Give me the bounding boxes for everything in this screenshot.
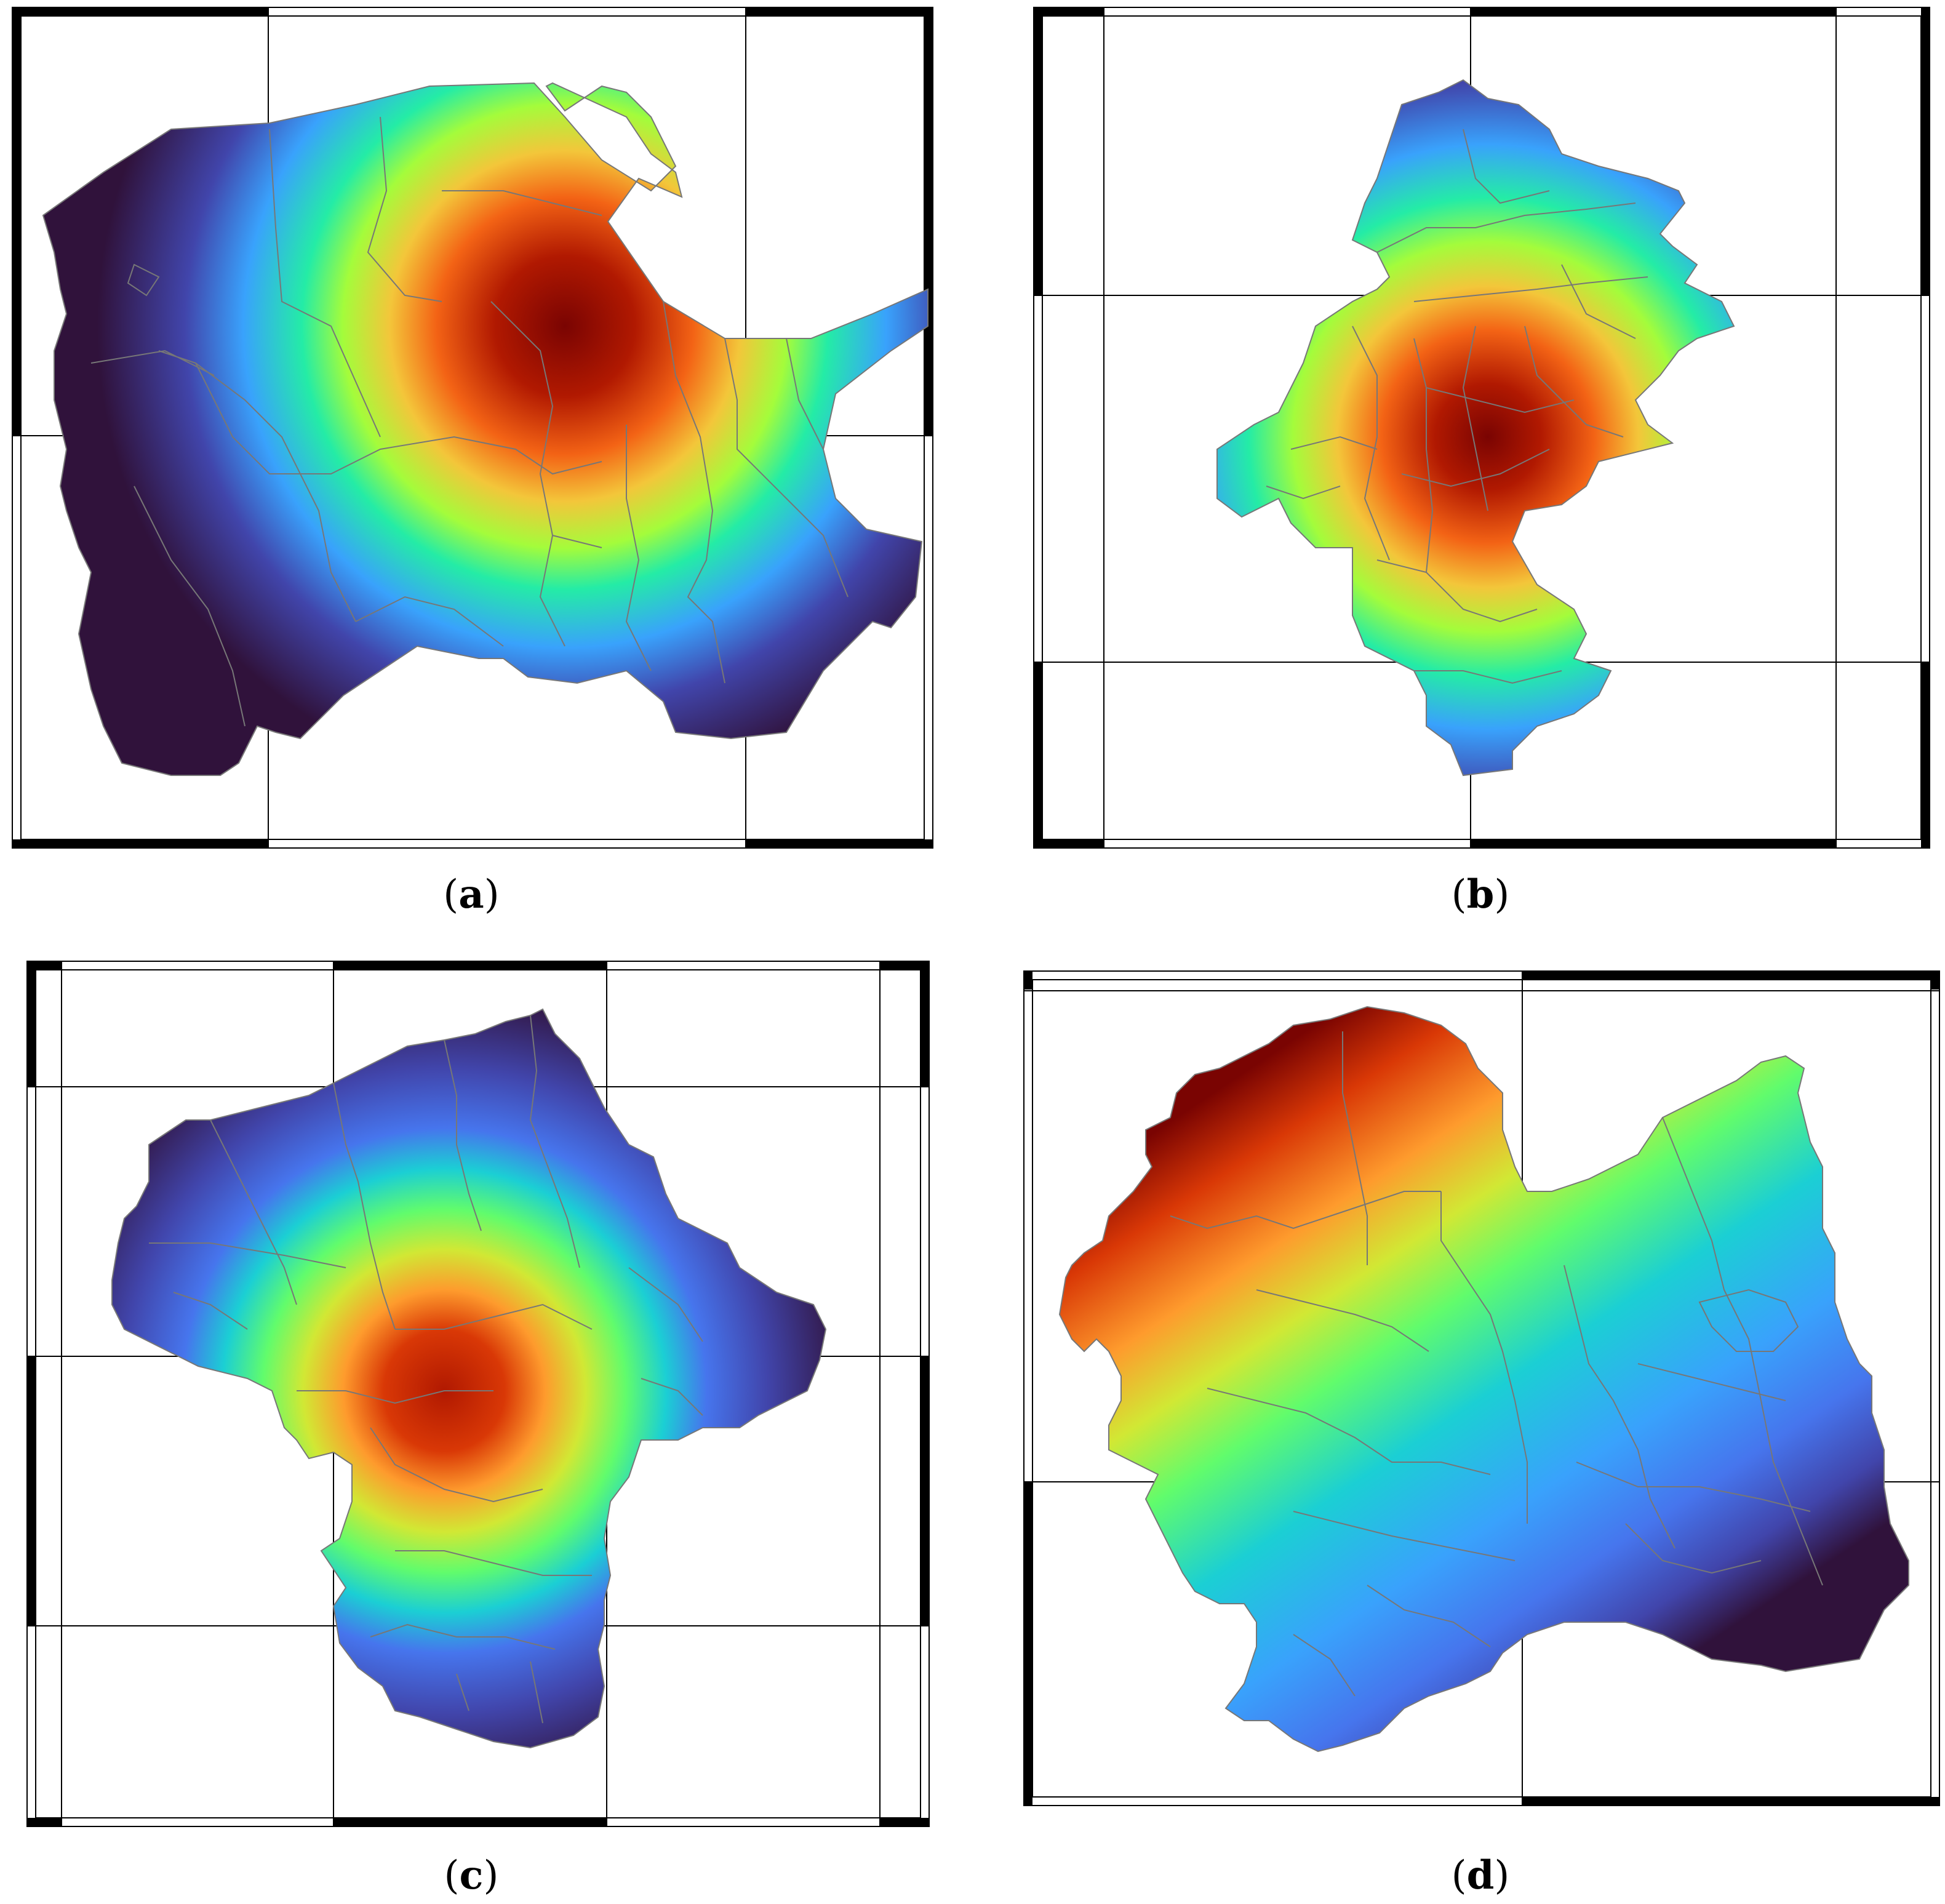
caption-c-open: ( [444,1853,460,1898]
map-panel-d [1023,970,1941,1807]
caption-d: (d) [1419,1852,1542,1898]
map-frame-bars-b [1034,7,1930,848]
map-b-svg [1033,7,1930,849]
caption-a-close: ) [484,872,500,918]
region-boundaries-b [1266,129,1648,684]
caption-b-letter: b [1466,871,1495,918]
region-shape-d [1058,1006,1909,1753]
region-boundaries-a [90,116,849,727]
region-shape-a [42,82,929,776]
caption-b-close: ) [1494,872,1510,918]
caption-c: (c) [410,1852,533,1898]
map-frame-bars-d [1024,971,1939,1806]
caption-b: (b) [1419,871,1542,918]
caption-a-letter: a [458,871,484,918]
map-panel-a [11,6,934,849]
map-frame-bars-a [12,7,933,848]
map-frame-bars-c [27,961,929,1826]
region-boundaries-d [1170,1031,1823,1697]
map-panel-c [26,960,930,1828]
caption-c-letter: c [459,1852,484,1898]
map-c-svg [26,961,930,1827]
region-shape-b [1216,79,1735,777]
caption-d-close: ) [1494,1853,1510,1898]
caption-a: (a) [410,871,533,918]
map-d-svg [1023,970,1940,1806]
caption-d-open: ( [1451,1853,1467,1898]
caption-a-open: ( [443,872,459,918]
region-shape-c [111,1008,827,1749]
caption-c-close: ) [483,1853,499,1898]
map-a-svg [12,7,933,849]
region-boundaries-c [149,1015,703,1724]
caption-b-open: ( [1451,872,1467,918]
caption-d-letter: d [1466,1852,1495,1898]
map-panel-b [1032,6,1931,849]
